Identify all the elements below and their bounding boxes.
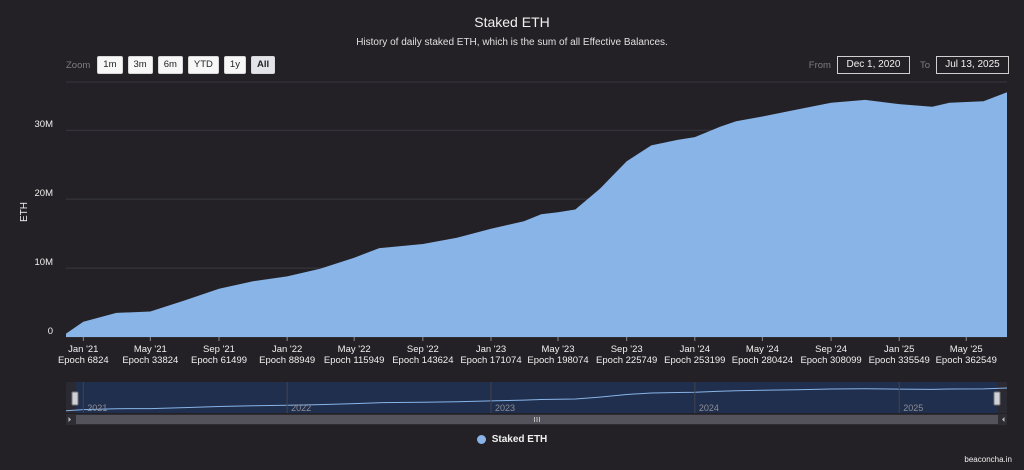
y-tick-label: 10M [35, 257, 54, 268]
navigator-year-label: 2024 [699, 403, 719, 413]
legend-label: Staked ETH [491, 434, 548, 445]
x-tick-epoch-label: Epoch 280424 [732, 355, 793, 366]
x-tick-month-label: Jan '25 [884, 344, 914, 355]
x-tick-epoch-label: Epoch 198074 [527, 355, 588, 366]
navigator-year-label: 2025 [903, 403, 923, 413]
x-tick-epoch-label: Epoch 33824 [122, 355, 178, 366]
navigator-series-line [65, 387, 1008, 412]
zoom-3m-button[interactable]: 3m [127, 56, 153, 74]
chart-subtitle: History of daily staked ETH, which is th… [356, 37, 668, 48]
x-tick-month-label: May '24 [746, 344, 779, 355]
x-tick-epoch-label: Epoch 6824 [58, 355, 109, 366]
y-tick-label: 0 [48, 326, 53, 337]
date-range: From Dec 1, 2020 To Jul 13, 2025 [799, 56, 1009, 74]
zoom-ytd-button[interactable]: YTD [187, 56, 219, 74]
navigator-year-labels: 2021 2022 2023 2024 2025 [82, 382, 923, 413]
x-tick-month-label: May '25 [950, 344, 983, 355]
navigator-year-label: 2023 [495, 403, 515, 413]
zoom-1y-button[interactable]: 1y [223, 56, 246, 74]
x-tick-epoch-label: Epoch 88949 [259, 355, 315, 366]
x-tick-epoch-label: Epoch 253199 [664, 355, 725, 366]
to-date-input[interactable]: Jul 13, 2025 [936, 56, 1009, 74]
y-tick-label: 30M [35, 119, 54, 130]
x-tick-month-label: Jan '24 [680, 344, 710, 355]
zoom-all-button[interactable]: All [250, 56, 276, 74]
legend-marker-icon [476, 435, 486, 444]
navigator-scrollbar[interactable] [66, 414, 1007, 425]
x-tick-epoch-label: Epoch 171074 [460, 355, 521, 366]
x-tick-month-label: Jan '21 [68, 344, 98, 355]
x-tick-epoch-label: Epoch 61499 [191, 355, 247, 366]
x-tick-epoch-label: Epoch 143624 [392, 355, 453, 366]
zoom-6m-button[interactable]: 6m [157, 56, 183, 74]
zoom-1m-button[interactable]: 1m [97, 56, 123, 74]
navigator-year-label: 2021 [87, 403, 107, 413]
y-tick-label: 20M [35, 188, 54, 199]
x-tick-month-label: Sep '22 [407, 344, 439, 355]
zoom-controls: Zoom 1m 3m 6m YTD 1y All [66, 56, 276, 74]
scroll-right-arrow-icon[interactable] [1002, 417, 1005, 422]
x-tick-epoch-label: Epoch 225749 [596, 355, 657, 366]
x-tick-month-label: May '23 [542, 344, 575, 355]
scrollbar-grip-icon [534, 417, 540, 422]
credit-text: beaconcha.in [964, 455, 1012, 464]
x-tick-month-label: May '22 [338, 344, 371, 355]
x-tick-epoch-label: Epoch 308099 [800, 355, 861, 366]
y-axis-label: ETH [19, 202, 30, 222]
x-tick-month-label: Sep '23 [611, 344, 643, 355]
to-label: To [919, 59, 930, 71]
x-tick-epoch-label: Epoch 335549 [869, 355, 930, 366]
x-tick-month-label: May '21 [134, 344, 167, 355]
from-date-input[interactable]: Dec 1, 2020 [836, 56, 910, 74]
chart-legend[interactable]: Staked ETH [0, 434, 1024, 445]
y-axis: 0 10M 20M 30M [35, 119, 54, 337]
x-tick-month-label: Jan '23 [476, 344, 506, 355]
navigator-left-handle[interactable] [71, 391, 79, 406]
x-tick-month-label: Jan '22 [272, 344, 302, 355]
zoom-label: Zoom [66, 59, 91, 71]
x-tick-month-label: Sep '24 [815, 344, 847, 355]
from-label: From [808, 59, 831, 71]
scroll-left-arrow-icon[interactable] [68, 417, 72, 422]
range-navigator[interactable]: 2021 2022 2023 2024 2025 [65, 382, 1008, 413]
staked-eth-area [66, 92, 1007, 337]
x-tick-epoch-label: Epoch 115949 [324, 355, 385, 366]
navigator-selection[interactable] [76, 382, 998, 413]
x-tick-epoch-label: Epoch 362549 [936, 355, 997, 366]
navigator-right-handle[interactable] [993, 391, 1001, 406]
chart-title: Staked ETH [474, 14, 550, 30]
navigator-year-label: 2022 [291, 403, 311, 413]
x-tick-month-label: Sep '21 [203, 344, 235, 355]
